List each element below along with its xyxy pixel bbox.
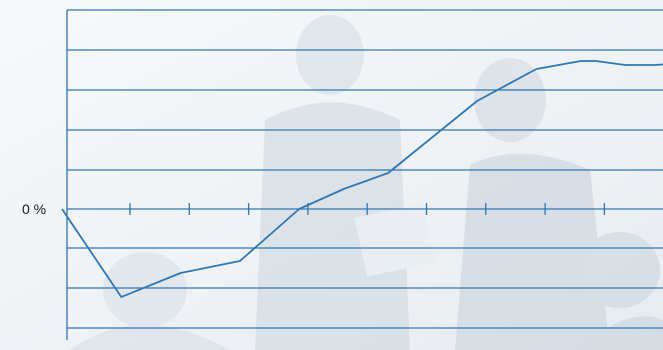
document-shape xyxy=(354,203,436,277)
series xyxy=(61,60,663,298)
person-head-2 xyxy=(474,58,546,142)
person-body-2 xyxy=(455,153,610,350)
person-body-4 xyxy=(575,316,663,350)
person-head-4 xyxy=(580,232,660,308)
grid xyxy=(66,9,663,340)
person-body-3 xyxy=(70,325,230,350)
y-tick-label-zero: 0 % xyxy=(22,201,46,217)
series-line xyxy=(61,60,663,298)
person-head-1 xyxy=(296,15,364,95)
person-head-3 xyxy=(103,252,187,328)
